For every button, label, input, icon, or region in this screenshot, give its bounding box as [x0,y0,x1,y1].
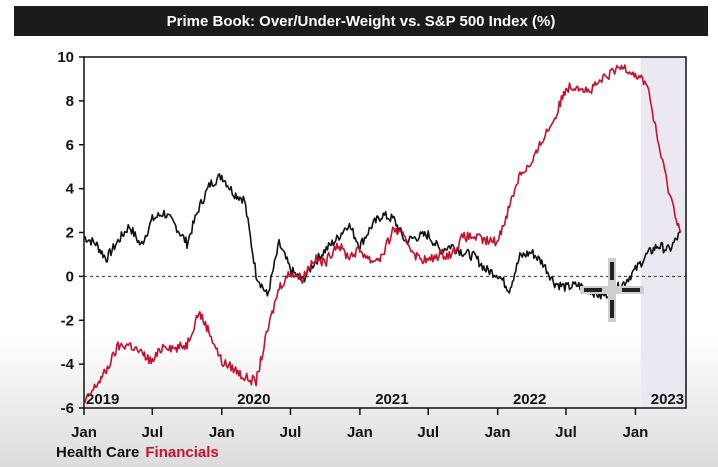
y-tick-label: -2 [61,312,74,329]
x-tick-label: Jan [485,424,511,441]
health-care-line [83,173,682,300]
year-label: 2023 [651,391,684,408]
chart-title: Prime Book: Over/Under-Weight vs. S&P 50… [14,6,708,36]
year-label: 2022 [513,391,546,408]
x-tick-label: Jan [209,424,235,441]
move-cursor-icon [580,258,644,322]
x-tick-label: Jan [622,424,648,441]
legend-health-care: Health Care [56,444,140,461]
plot-frame [83,56,687,409]
x-tick-label: Jul [141,424,163,441]
y-tick-label: -4 [61,356,75,373]
legend: Health Care Financials [56,444,219,461]
series-lines [83,64,682,403]
y-tick-label: 2 [66,225,74,242]
y-tick-label: 8 [66,93,74,110]
legend-financials: Financials [145,444,219,461]
x-tick-label: Jul [555,424,577,441]
y-tick-label: -6 [61,400,74,417]
x-tick-label: Jan [347,424,373,441]
financials-line [83,64,682,403]
year-label: 2021 [375,391,408,408]
y-tick-label: 4 [66,181,75,198]
x-tick-label: Jan [71,424,97,441]
x-axis: Jan Jul Jan Jul Jan Jul Jan Jul Jan 2019 2020 2021 2… [71,391,684,441]
y-tick-label: 0 [66,268,74,285]
y-tick-label: 6 [66,137,74,154]
year-label: 2020 [237,391,270,408]
y-tick-label: 10 [57,49,74,66]
year-label: 2019 [86,391,119,408]
y-axis: 10 8 6 4 2 0 -2 -4 -6 [57,49,84,417]
x-tick-label: Jul [280,424,302,441]
x-tick-label: Jul [417,424,439,441]
